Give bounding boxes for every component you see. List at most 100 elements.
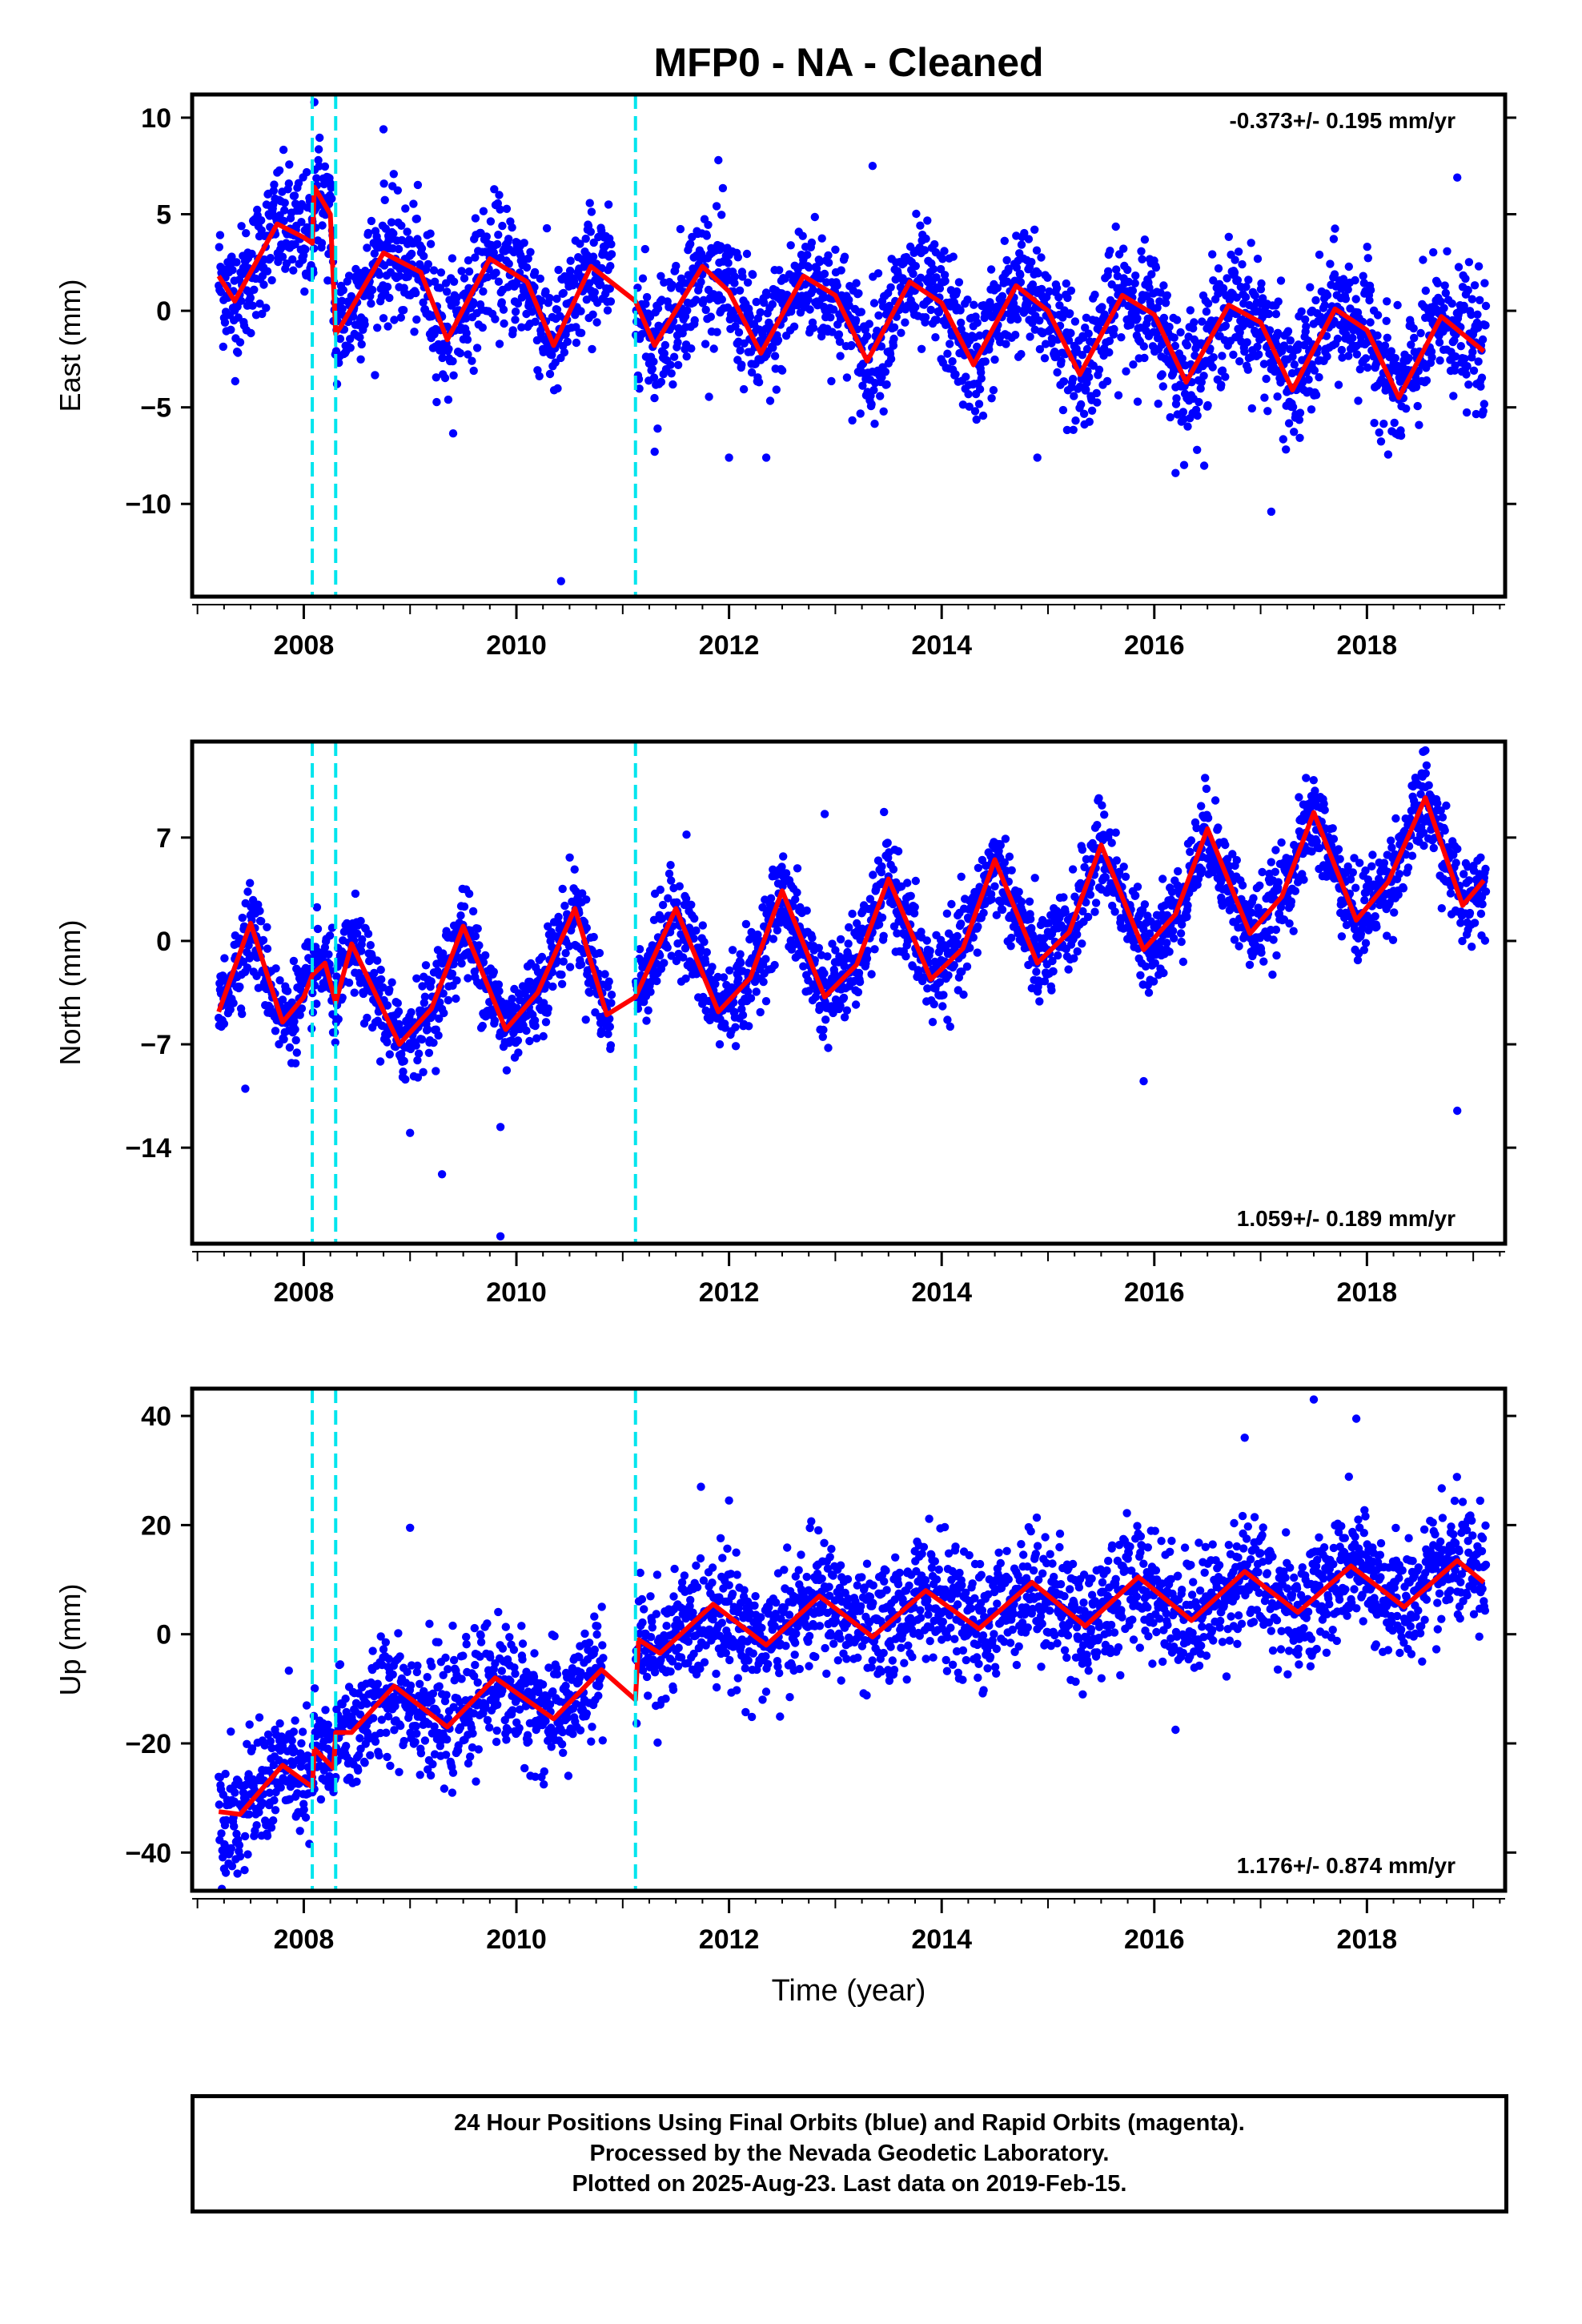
data-point <box>520 239 528 247</box>
data-point <box>578 889 587 898</box>
data-point <box>704 220 713 229</box>
data-point <box>734 328 744 337</box>
data-point <box>449 277 459 286</box>
data-point <box>1106 828 1114 837</box>
data-point <box>397 1050 406 1059</box>
data-point <box>1071 416 1080 425</box>
data-point <box>977 368 986 377</box>
data-point <box>970 300 978 309</box>
data-point <box>1070 392 1078 400</box>
data-point <box>1242 283 1251 292</box>
outlier-point <box>1171 468 1180 477</box>
data-point <box>570 277 579 286</box>
data-point <box>479 287 488 296</box>
data-point <box>837 266 845 275</box>
data-point <box>325 931 335 940</box>
data-point <box>417 1035 427 1044</box>
data-point <box>499 305 508 314</box>
data-point <box>1007 866 1016 875</box>
data-point <box>436 998 444 1007</box>
data-point <box>413 1073 423 1082</box>
data-point <box>1447 299 1456 308</box>
data-point <box>998 292 1007 300</box>
data-point <box>1178 957 1188 967</box>
data-point <box>1179 460 1189 469</box>
data-point <box>413 235 422 243</box>
data-point <box>397 221 406 230</box>
data-point <box>1045 287 1054 296</box>
data-point <box>649 373 659 382</box>
data-point <box>775 266 784 275</box>
data-point <box>481 951 490 960</box>
data-point <box>417 1006 426 1015</box>
data-point <box>673 360 683 369</box>
data-point <box>525 1036 534 1046</box>
data-point <box>1279 435 1288 444</box>
data-point <box>881 368 890 376</box>
data-point <box>424 259 432 269</box>
data-point <box>698 921 707 930</box>
data-point <box>559 957 568 966</box>
data-point <box>266 254 275 263</box>
data-point <box>948 357 957 366</box>
data-point <box>1247 404 1257 413</box>
data-point <box>709 344 718 353</box>
data-point <box>1288 403 1298 412</box>
data-point <box>653 424 662 433</box>
data-point <box>370 968 379 978</box>
data-point <box>419 298 428 307</box>
data-point <box>259 935 268 945</box>
data-point <box>1090 290 1099 300</box>
data-point <box>1355 365 1365 374</box>
data-point <box>220 318 230 327</box>
data-point <box>1053 368 1062 377</box>
data-point <box>452 994 460 1003</box>
data-point <box>1085 372 1094 382</box>
data-point <box>926 305 936 315</box>
data-point <box>1145 929 1154 938</box>
data-point <box>1167 887 1177 897</box>
data-point <box>641 300 650 308</box>
data-point <box>836 935 845 944</box>
data-point <box>923 216 932 225</box>
data-point <box>835 337 845 346</box>
data-point <box>1282 445 1291 454</box>
data-point <box>313 924 323 934</box>
data-point <box>1070 954 1078 963</box>
data-point <box>920 246 930 255</box>
data-point <box>1259 294 1267 303</box>
data-point <box>502 204 512 213</box>
data-point <box>1409 324 1418 333</box>
data-point <box>734 975 743 983</box>
data-point <box>471 253 480 262</box>
data-point <box>1288 352 1297 361</box>
data-point <box>1082 313 1091 322</box>
data-point <box>1002 340 1010 348</box>
data-point <box>1481 321 1490 330</box>
data-point <box>1476 296 1484 304</box>
data-point <box>270 180 279 189</box>
data-point <box>760 298 769 308</box>
data-point <box>1107 838 1116 847</box>
data-point <box>1341 295 1351 304</box>
data-point <box>357 340 366 349</box>
data-point <box>701 1006 710 1015</box>
data-point <box>658 900 668 910</box>
data-point <box>1255 350 1263 359</box>
data-point <box>1092 388 1101 398</box>
data-point <box>548 982 557 991</box>
data-point <box>1344 352 1353 360</box>
data-point <box>1283 327 1293 336</box>
data-point <box>449 371 458 380</box>
data-point <box>1026 332 1034 341</box>
data-point <box>956 306 965 315</box>
data-point <box>1366 286 1375 295</box>
data-point <box>942 909 952 919</box>
data-point <box>804 295 813 304</box>
data-point <box>889 323 899 332</box>
data-point <box>457 959 466 968</box>
data-point <box>545 369 555 379</box>
data-point <box>1383 333 1392 342</box>
data-point <box>743 278 753 287</box>
